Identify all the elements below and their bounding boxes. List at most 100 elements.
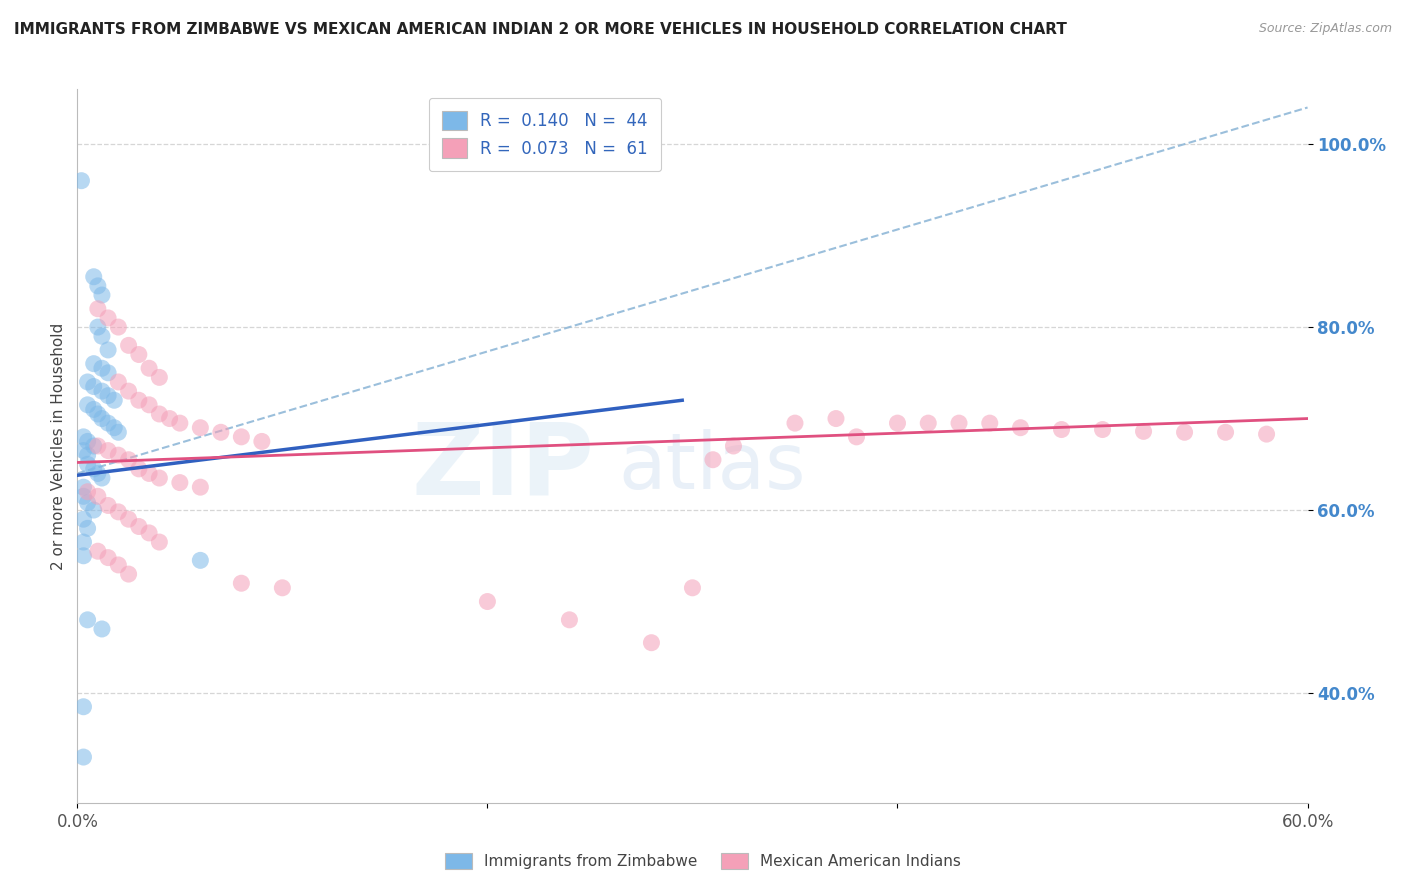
Point xyxy=(76,484,98,499)
Point xyxy=(72,699,94,714)
Point xyxy=(188,553,212,567)
Point xyxy=(97,343,120,357)
Point xyxy=(76,375,98,389)
Point xyxy=(477,594,499,608)
Point xyxy=(682,581,704,595)
Point xyxy=(1174,425,1197,440)
Point xyxy=(72,430,94,444)
Point xyxy=(83,503,105,517)
Point xyxy=(159,411,181,425)
Text: ZIP: ZIP xyxy=(411,419,595,516)
Point xyxy=(169,475,191,490)
Point xyxy=(72,443,94,458)
Point xyxy=(558,613,581,627)
Point xyxy=(1132,425,1154,439)
Point xyxy=(188,480,212,494)
Point xyxy=(1256,427,1278,442)
Point xyxy=(72,480,94,494)
Point xyxy=(87,439,110,453)
Point xyxy=(97,416,120,430)
Point xyxy=(169,416,191,430)
Point xyxy=(231,576,253,591)
Point xyxy=(107,375,129,389)
Point xyxy=(1215,425,1237,440)
Point xyxy=(76,521,98,535)
Legend: R =  0.140   N =  44, R =  0.073   N =  61: R = 0.140 N = 44, R = 0.073 N = 61 xyxy=(429,97,661,171)
Point xyxy=(97,366,120,380)
Text: IMMIGRANTS FROM ZIMBABWE VS MEXICAN AMERICAN INDIAN 2 OR MORE VEHICLES IN HOUSEH: IMMIGRANTS FROM ZIMBABWE VS MEXICAN AMER… xyxy=(14,22,1067,37)
Point xyxy=(148,407,170,421)
Point xyxy=(128,347,150,361)
Point xyxy=(76,448,98,462)
Point xyxy=(87,467,110,481)
Point xyxy=(117,567,139,582)
Point xyxy=(107,558,129,572)
Point xyxy=(783,416,806,430)
Point xyxy=(138,525,160,540)
Text: Source: ZipAtlas.com: Source: ZipAtlas.com xyxy=(1258,22,1392,36)
Point xyxy=(107,425,129,440)
Point xyxy=(83,402,105,417)
Point xyxy=(90,411,114,425)
Point xyxy=(886,416,908,430)
Point xyxy=(1010,420,1032,434)
Point xyxy=(117,338,139,352)
Point xyxy=(138,398,160,412)
Point xyxy=(76,613,98,627)
Point xyxy=(76,434,98,449)
Point xyxy=(83,439,105,453)
Y-axis label: 2 or more Vehicles in Household: 2 or more Vehicles in Household xyxy=(51,322,66,570)
Point xyxy=(72,535,94,549)
Point xyxy=(103,420,125,434)
Point xyxy=(702,452,724,467)
Point xyxy=(148,471,170,485)
Point xyxy=(83,462,105,476)
Point xyxy=(72,549,94,563)
Point xyxy=(117,512,139,526)
Point xyxy=(917,416,939,430)
Point xyxy=(83,379,105,393)
Point xyxy=(103,393,125,408)
Point xyxy=(107,320,129,334)
Point xyxy=(128,519,150,533)
Point xyxy=(825,411,848,425)
Point xyxy=(97,499,120,513)
Point xyxy=(90,361,114,376)
Point xyxy=(70,174,93,188)
Point xyxy=(97,443,120,458)
Point xyxy=(640,636,662,650)
Point xyxy=(72,512,94,526)
Point xyxy=(90,471,114,485)
Point xyxy=(250,434,273,449)
Point xyxy=(107,448,129,462)
Point xyxy=(979,416,1001,430)
Point xyxy=(83,269,105,284)
Point xyxy=(107,505,129,519)
Point xyxy=(83,357,105,371)
Point xyxy=(1050,423,1073,437)
Point xyxy=(128,462,150,476)
Point xyxy=(76,458,98,472)
Point xyxy=(723,439,745,453)
Point xyxy=(72,750,94,764)
Point xyxy=(1091,423,1114,437)
Text: atlas: atlas xyxy=(619,429,806,506)
Point xyxy=(148,535,170,549)
Point xyxy=(90,329,114,343)
Point xyxy=(138,361,160,376)
Point xyxy=(87,407,110,421)
Point xyxy=(87,489,110,503)
Point xyxy=(72,489,94,503)
Point xyxy=(90,622,114,636)
Point xyxy=(148,370,170,384)
Point xyxy=(138,467,160,481)
Legend: Immigrants from Zimbabwe, Mexican American Indians: Immigrants from Zimbabwe, Mexican Americ… xyxy=(439,847,967,875)
Point xyxy=(76,398,98,412)
Point xyxy=(948,416,970,430)
Point xyxy=(128,393,150,408)
Point xyxy=(188,420,212,434)
Point xyxy=(97,389,120,403)
Point xyxy=(87,320,110,334)
Point xyxy=(87,544,110,558)
Point xyxy=(209,425,232,440)
